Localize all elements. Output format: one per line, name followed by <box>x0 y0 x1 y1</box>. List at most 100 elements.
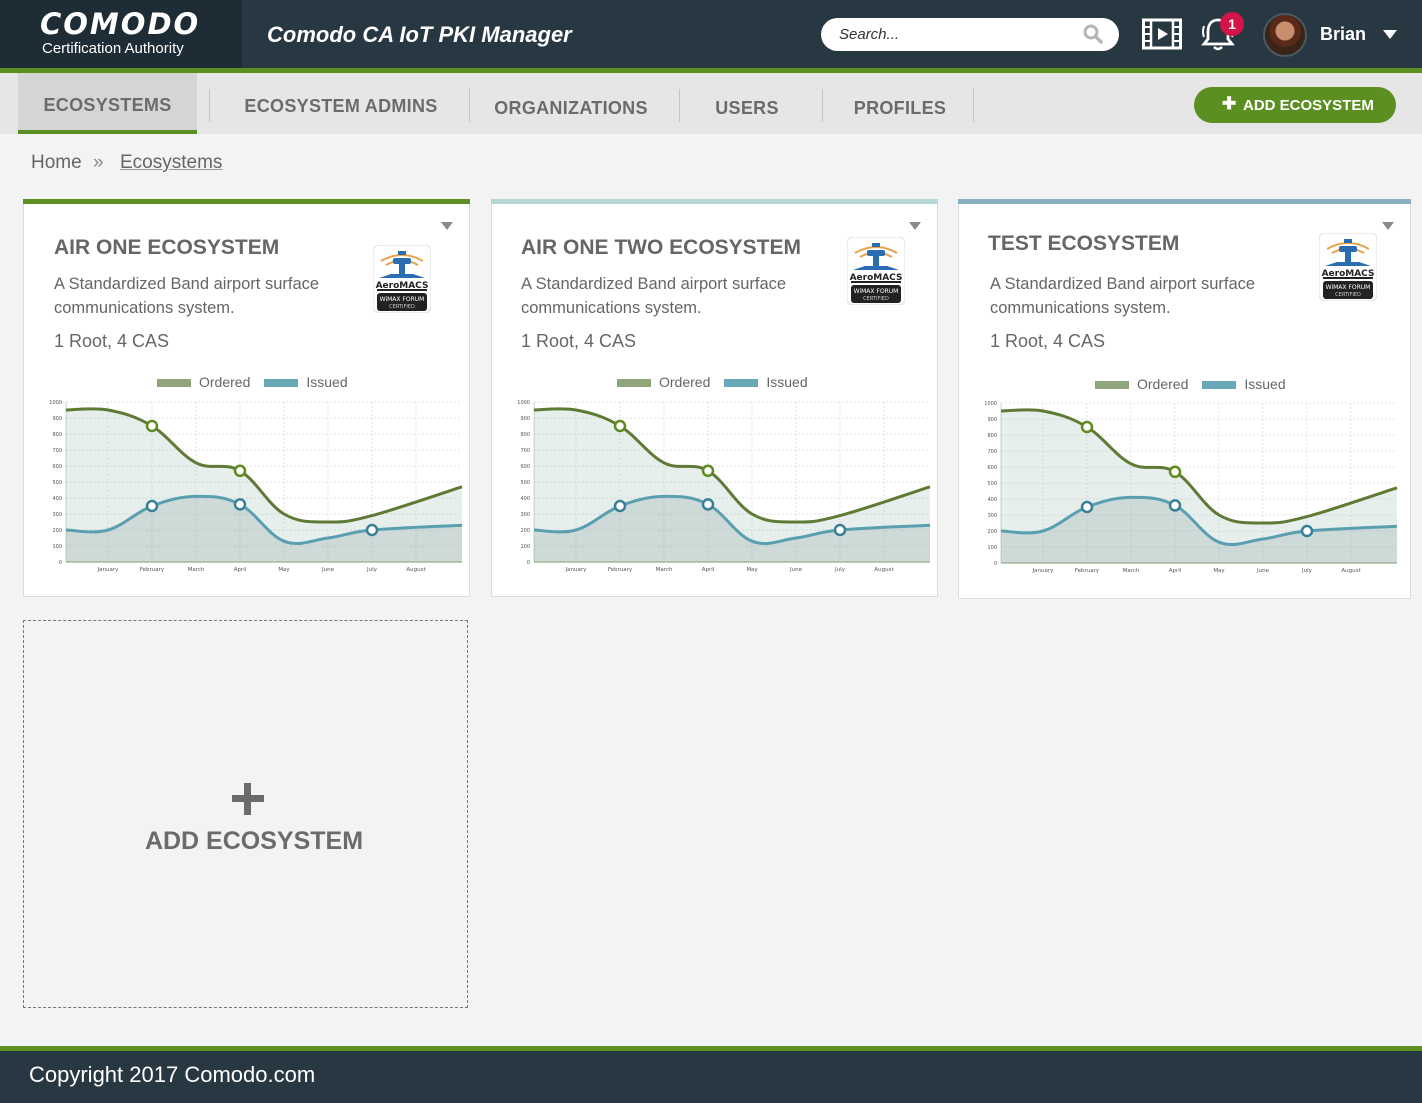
series-area <box>534 408 930 562</box>
y-tick-label: 500 <box>987 481 997 487</box>
card-description: A Standardized Band airport surface comm… <box>54 275 320 317</box>
legend-swatch <box>724 379 759 388</box>
search-icon[interactable] <box>1083 24 1103 49</box>
svg-text:WiMAX FORUM: WiMAX FORUM <box>1326 284 1371 291</box>
y-tick-label: 400 <box>520 496 530 502</box>
card-menu-caret-icon[interactable] <box>441 222 453 230</box>
line-chart: 0 100 200 300 400 500 600 700 800 900 1000 January F… <box>517 400 931 573</box>
tab-profiles[interactable]: PROFILES <box>853 98 947 118</box>
x-tick-label: March <box>1123 568 1140 574</box>
legend-item[interactable]: Issued <box>1202 376 1286 392</box>
breadcrumb-current[interactable]: Ecosystems <box>120 152 223 173</box>
chevron-down-icon[interactable] <box>1383 30 1397 39</box>
legend-item[interactable]: Ordered <box>617 374 710 390</box>
ecosystem-card[interactable]: AIR ONE TWO ECOSYSTEM A Standardized Ban… <box>491 199 938 597</box>
card-accent-bar <box>958 199 1411 204</box>
tab-users[interactable]: USERS <box>715 98 779 118</box>
y-tick-label: 700 <box>520 448 530 454</box>
footer-divider <box>0 1046 1422 1051</box>
add-ecosystem-button[interactable]: ✚ ADD ECOSYSTEM <box>1194 87 1396 123</box>
legend-item[interactable]: Issued <box>724 374 808 390</box>
x-tick-label: February <box>608 567 633 573</box>
copyright-text: Copyright 2017 Comodo.com <box>29 1062 316 1087</box>
svg-text:CERTIFIED: CERTIFIED <box>863 296 889 302</box>
plus-icon: ✚ <box>1222 94 1237 113</box>
data-point <box>613 419 627 433</box>
svg-text:WiMAX FORUM: WiMAX FORUM <box>380 296 425 303</box>
aeromacs-badge: AeroMACS WiMAX FORUM CERTIFIED <box>1318 232 1378 302</box>
data-point <box>145 499 159 513</box>
svg-text:CERTIFIED: CERTIFIED <box>1335 292 1361 298</box>
card-description: A Standardized Band airport surface comm… <box>521 275 787 317</box>
data-point <box>701 498 715 511</box>
data-point <box>1080 500 1094 514</box>
y-tick-label: 700 <box>987 449 997 455</box>
chart-legend: Ordered Issued <box>617 374 822 390</box>
x-tick-label: July <box>366 567 378 573</box>
aeromacs-badge: AeroMACS WiMAX FORUM CERTIFIED <box>846 236 906 306</box>
comodo-logo[interactable]: COMODO Certification Authority <box>0 0 242 68</box>
card-accent-bar <box>23 199 470 204</box>
legend-item[interactable]: Ordered <box>157 374 250 390</box>
y-tick-label: 300 <box>987 513 997 519</box>
data-point <box>701 464 715 478</box>
video-icon[interactable] <box>1142 18 1182 55</box>
footer: Copyright 2017 Comodo.com <box>0 1051 1422 1103</box>
data-point <box>1300 524 1314 538</box>
svg-text:AeroMACS: AeroMACS <box>850 273 903 283</box>
data-point <box>233 464 247 478</box>
y-tick-label: 400 <box>987 497 997 503</box>
card-stats: 1 Root, 4 CAS <box>54 331 170 351</box>
legend-label: Issued <box>1244 376 1286 392</box>
plus-icon <box>232 783 264 815</box>
data-point <box>1168 499 1182 512</box>
ecosystem-card[interactable]: AIR ONE ECOSYSTEM A Standardized Band ai… <box>23 199 470 597</box>
y-tick-label: 900 <box>52 416 62 422</box>
x-tick-label: January <box>565 567 588 573</box>
top-bar: COMODO Certification Authority Comodo CA… <box>0 0 1422 68</box>
avatar[interactable] <box>1263 13 1307 57</box>
user-name[interactable]: Brian <box>1320 24 1367 44</box>
series-area <box>1001 497 1397 563</box>
card-menu-caret-icon[interactable] <box>909 222 921 230</box>
y-tick-label: 600 <box>520 464 530 470</box>
nav-divider <box>469 89 470 122</box>
tab-ecosystem-admins[interactable]: ECOSYSTEM ADMINS <box>244 96 438 116</box>
x-tick-label: July <box>1301 568 1313 574</box>
nav-divider <box>822 89 823 122</box>
ecosystem-card[interactable]: TEST ECOSYSTEM A Standardized Band airpo… <box>958 199 1411 599</box>
svg-text:AeroMACS: AeroMACS <box>376 281 429 291</box>
y-tick-label: 0 <box>59 560 62 566</box>
y-tick-label: 300 <box>52 512 62 518</box>
data-point <box>1080 420 1094 434</box>
x-tick-label: April <box>1169 568 1182 574</box>
x-tick-label: April <box>234 567 247 573</box>
x-tick-label: April <box>702 567 715 573</box>
main-nav: ECOSYSTEMS ECOSYSTEM ADMINS ORGANIZATION… <box>0 73 1422 134</box>
x-tick-label: January <box>1032 568 1055 574</box>
data-point <box>613 499 627 513</box>
breadcrumb-separator: » <box>93 152 104 173</box>
nav-divider <box>209 89 210 122</box>
notifications[interactable]: 1 <box>1200 12 1244 57</box>
search-box[interactable] <box>821 18 1119 51</box>
breadcrumb-home[interactable]: Home <box>31 152 82 173</box>
tab-organizations[interactable]: ORGANIZATIONS <box>494 98 648 118</box>
search-input[interactable] <box>839 24 1089 44</box>
x-tick-label: February <box>1075 568 1100 574</box>
aeromacs-badge: AeroMACS WiMAX FORUM CERTIFIED <box>372 244 432 314</box>
y-tick-label: 800 <box>520 432 530 438</box>
legend-item[interactable]: Ordered <box>1095 376 1188 392</box>
y-tick-label: 600 <box>52 464 62 470</box>
x-tick-label: June <box>789 567 803 573</box>
card-stats: 1 Root, 4 CAS <box>990 331 1106 351</box>
series-area <box>534 496 930 562</box>
x-tick-label: June <box>321 567 335 573</box>
add-ecosystem-card[interactable]: ADD ECOSYSTEM <box>23 620 468 1008</box>
card-menu-caret-icon[interactable] <box>1382 222 1394 230</box>
notification-badge: 1 <box>1220 12 1244 36</box>
legend-item[interactable]: Issued <box>264 374 348 390</box>
nav-divider <box>679 89 680 122</box>
tab-ecosystems[interactable]: ECOSYSTEMS <box>18 73 197 134</box>
